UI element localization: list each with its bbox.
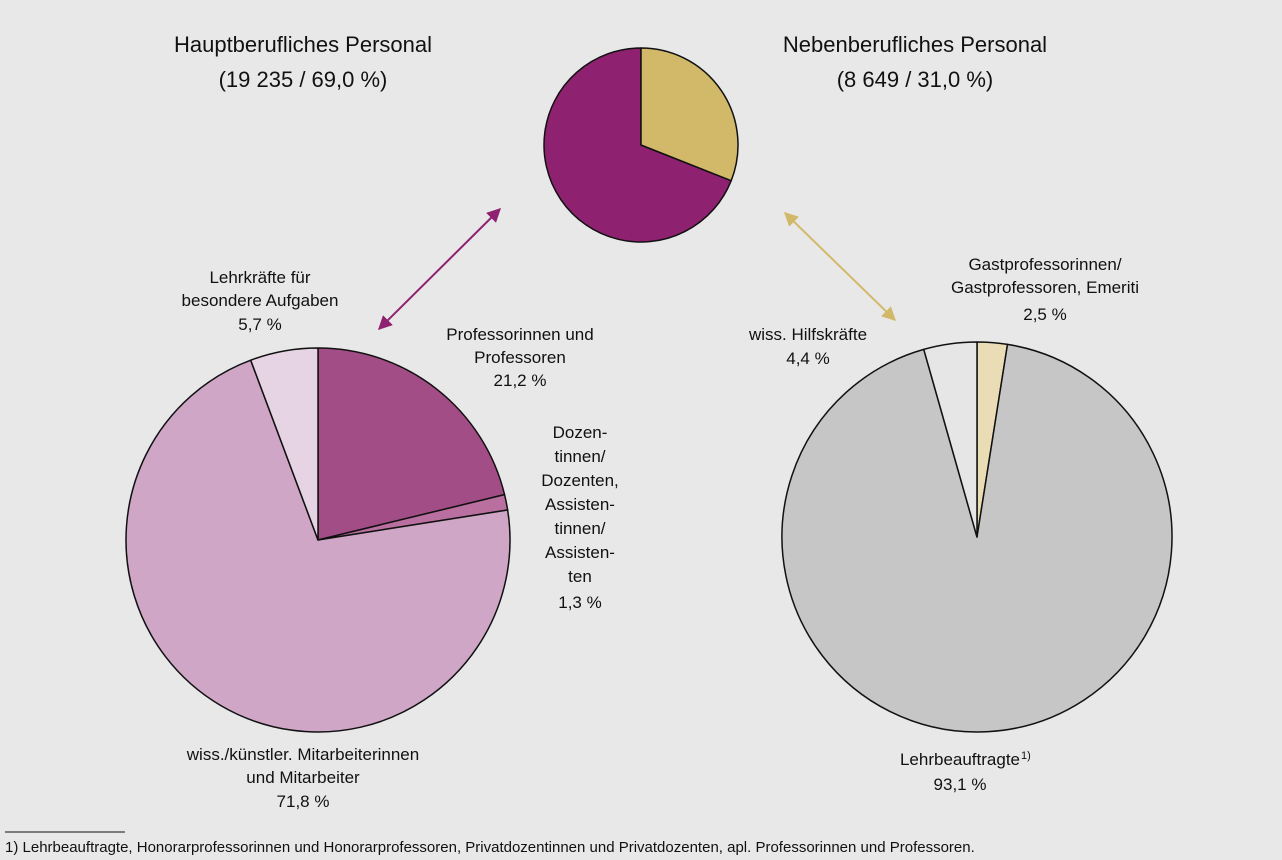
label-line: ten [568, 567, 592, 586]
label-line: Assisten- [545, 495, 615, 514]
label-line: Dozen- [553, 423, 608, 442]
label-line: Lehrkräfte für [209, 268, 310, 287]
category-label: Nebenberufliches Personal [783, 32, 1047, 57]
arrow [378, 208, 501, 330]
label-line: tinnen/ [554, 519, 605, 538]
value-label: (19 235 / 69,0 %) [219, 67, 388, 92]
label-line: Gastprofessorinnen/ [968, 255, 1121, 274]
label-line: Gastprofessoren, Emeriti [951, 278, 1139, 297]
value-label: 2,5 % [1023, 305, 1066, 324]
value-label: 21,2 % [494, 371, 547, 390]
pie-slice [923, 341, 978, 538]
pie-slice [249, 347, 319, 541]
pie-slice [125, 359, 511, 733]
label-line: Assisten- [545, 543, 615, 562]
pie-slice [781, 343, 1173, 733]
category-label: Hauptberufliches Personal [174, 32, 432, 57]
value-label: 4,4 % [786, 349, 829, 368]
value-label: 71,8 % [277, 792, 330, 811]
pie-slice [543, 47, 732, 243]
category-label: wiss. Hilfskräfte [748, 325, 867, 344]
category-label: wiss./künstler. Mitarbeiterinnen und Mita… [186, 745, 419, 787]
value-label: 1,3 % [558, 593, 601, 612]
value-label: 93,1 % [934, 775, 987, 794]
category-label: Dozen-tinnen/Dozenten, Assisten-tinnen/As… [541, 423, 619, 586]
category-label: Gastprofessorinnen/Gastprofessoren, Emer… [951, 255, 1139, 297]
category-label: Lehrbeauftragte [900, 750, 1020, 769]
label-line: wiss./künstler. Mitarbeiterinnen [186, 745, 419, 764]
label-line: und Mitarbeiter [246, 768, 360, 787]
footnote-marker: 1) [1021, 750, 1031, 762]
pie-slice [640, 47, 739, 182]
category-label: Professorinnen und Professoren [446, 325, 593, 367]
label-line: Dozenten, [541, 471, 619, 490]
category-label: Lehrkräfte für besondere Aufgaben [182, 268, 339, 310]
label-line: tinnen/ [554, 447, 605, 466]
value-label: (8 649 / 31,0 %) [837, 67, 994, 92]
value-label: 5,7 % [238, 315, 281, 334]
arrow [783, 212, 897, 321]
pie-slice [317, 347, 506, 541]
label-line: Professoren [474, 348, 566, 367]
label-line: Professorinnen und [446, 325, 593, 344]
label-line: besondere Aufgaben [182, 291, 339, 310]
footnote: 1) Lehrbeauftragte, Honorarprofessorinne… [5, 839, 975, 856]
